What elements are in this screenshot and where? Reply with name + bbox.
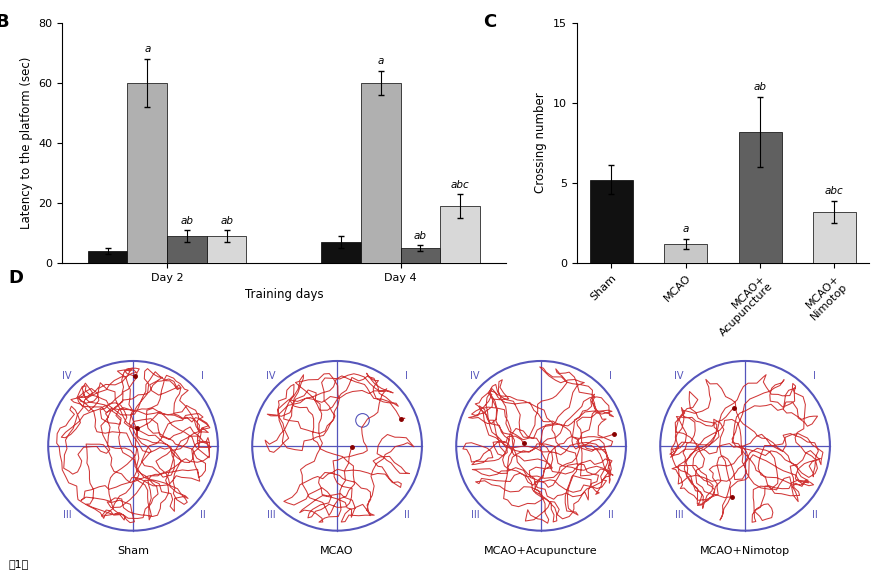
Text: 图1．: 图1． (9, 559, 29, 569)
Text: II: II (607, 510, 613, 521)
Bar (664, 244, 706, 263)
Bar (167, 236, 206, 263)
Text: II: II (403, 510, 409, 521)
Text: MCAO+Acupuncture: MCAO+Acupuncture (484, 546, 597, 556)
Text: D: D (9, 269, 24, 287)
Text: III: III (674, 510, 682, 521)
Text: III: III (470, 510, 478, 521)
Bar (88, 251, 128, 263)
Text: IV: IV (673, 371, 683, 382)
Text: II: II (199, 510, 206, 521)
Y-axis label: Latency to the platform (sec): Latency to the platform (sec) (19, 57, 33, 229)
Text: IV: IV (62, 371, 72, 382)
Text: I: I (405, 371, 408, 382)
Text: I: I (201, 371, 204, 382)
Bar (589, 180, 633, 263)
Legend: Sham, MCAO, MCAO+Acupuncture, MCAO+Nimotop: Sham, MCAO, MCAO+Acupuncture, MCAO+Nimot… (614, 23, 731, 72)
Bar (206, 236, 246, 263)
Text: a: a (682, 224, 688, 235)
Text: III: III (267, 510, 275, 521)
Bar (738, 132, 781, 263)
Bar (812, 212, 855, 263)
Text: IV: IV (470, 371, 479, 382)
Text: a: a (377, 57, 384, 66)
Text: ab: ab (180, 216, 193, 225)
X-axis label: Training days: Training days (245, 288, 323, 301)
Text: B: B (0, 13, 9, 31)
Text: ab: ab (753, 82, 766, 92)
Text: IV: IV (266, 371, 276, 382)
Bar (128, 83, 167, 263)
Y-axis label: Crossing number: Crossing number (533, 93, 547, 193)
Text: a: a (144, 45, 151, 54)
Text: Sham: Sham (117, 546, 149, 556)
Bar (400, 248, 439, 263)
Text: I: I (609, 371, 611, 382)
Text: abc: abc (824, 186, 843, 196)
Text: MCAO: MCAO (320, 546, 354, 556)
Text: II: II (811, 510, 817, 521)
Text: C: C (482, 13, 495, 31)
Text: ab: ab (414, 231, 426, 241)
Text: abc: abc (450, 180, 469, 189)
Text: MCAO+Nimotop: MCAO+Nimotop (699, 546, 789, 556)
Text: I: I (812, 371, 815, 382)
Text: ab: ab (220, 216, 233, 225)
Bar (361, 83, 400, 263)
Bar (321, 242, 361, 263)
Bar (439, 206, 479, 263)
Text: III: III (63, 510, 71, 521)
